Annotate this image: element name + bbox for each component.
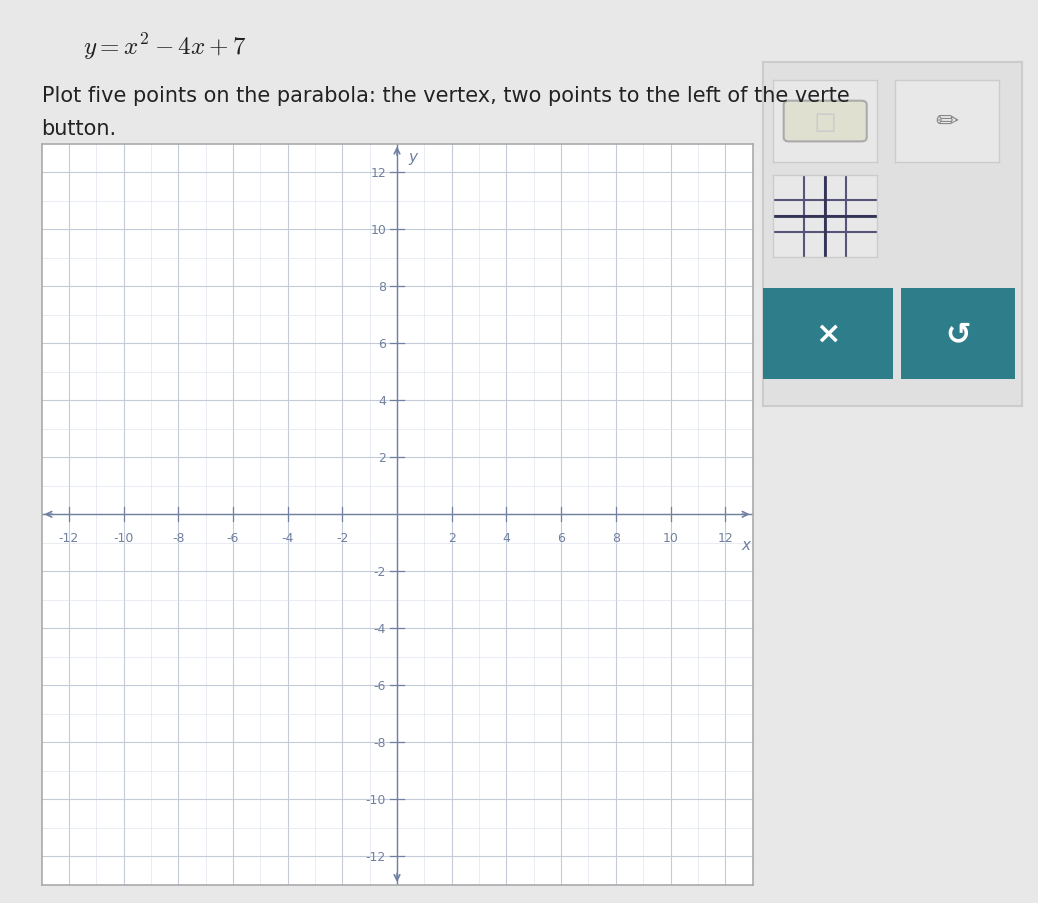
Text: 4: 4 bbox=[378, 395, 386, 407]
Text: 10: 10 bbox=[662, 532, 679, 545]
Text: -4: -4 bbox=[281, 532, 294, 545]
Text: ✏: ✏ bbox=[935, 108, 958, 135]
Text: 4: 4 bbox=[502, 532, 511, 545]
Text: $y = x^2 - 4x + 7$: $y = x^2 - 4x + 7$ bbox=[83, 32, 247, 62]
Text: 2: 2 bbox=[447, 532, 456, 545]
Text: 2: 2 bbox=[378, 452, 386, 464]
Text: x: x bbox=[741, 537, 750, 553]
Text: Plot five points on the parabola: the vertex, two points to the left of the vert: Plot five points on the parabola: the ve… bbox=[42, 86, 849, 106]
Text: -4: -4 bbox=[374, 622, 386, 635]
Text: 6: 6 bbox=[557, 532, 565, 545]
Text: -6: -6 bbox=[374, 679, 386, 692]
FancyBboxPatch shape bbox=[784, 102, 867, 142]
Text: 12: 12 bbox=[717, 532, 733, 545]
Text: 12: 12 bbox=[371, 166, 386, 180]
Text: ×: × bbox=[815, 320, 841, 349]
Text: button.: button. bbox=[42, 119, 116, 139]
Text: -10: -10 bbox=[113, 532, 134, 545]
Text: -8: -8 bbox=[374, 736, 386, 749]
Text: -6: -6 bbox=[226, 532, 239, 545]
Text: -8: -8 bbox=[172, 532, 185, 545]
Text: y: y bbox=[408, 150, 417, 165]
Text: 8: 8 bbox=[611, 532, 620, 545]
Text: 6: 6 bbox=[378, 338, 386, 350]
Text: -10: -10 bbox=[365, 793, 386, 806]
Text: 10: 10 bbox=[371, 223, 386, 237]
Text: ◻: ◻ bbox=[814, 108, 837, 135]
Text: -2: -2 bbox=[336, 532, 349, 545]
Text: -12: -12 bbox=[365, 850, 386, 863]
Text: 8: 8 bbox=[378, 281, 386, 293]
Text: ↺: ↺ bbox=[946, 320, 971, 349]
Text: -12: -12 bbox=[59, 532, 79, 545]
Text: -2: -2 bbox=[374, 565, 386, 578]
